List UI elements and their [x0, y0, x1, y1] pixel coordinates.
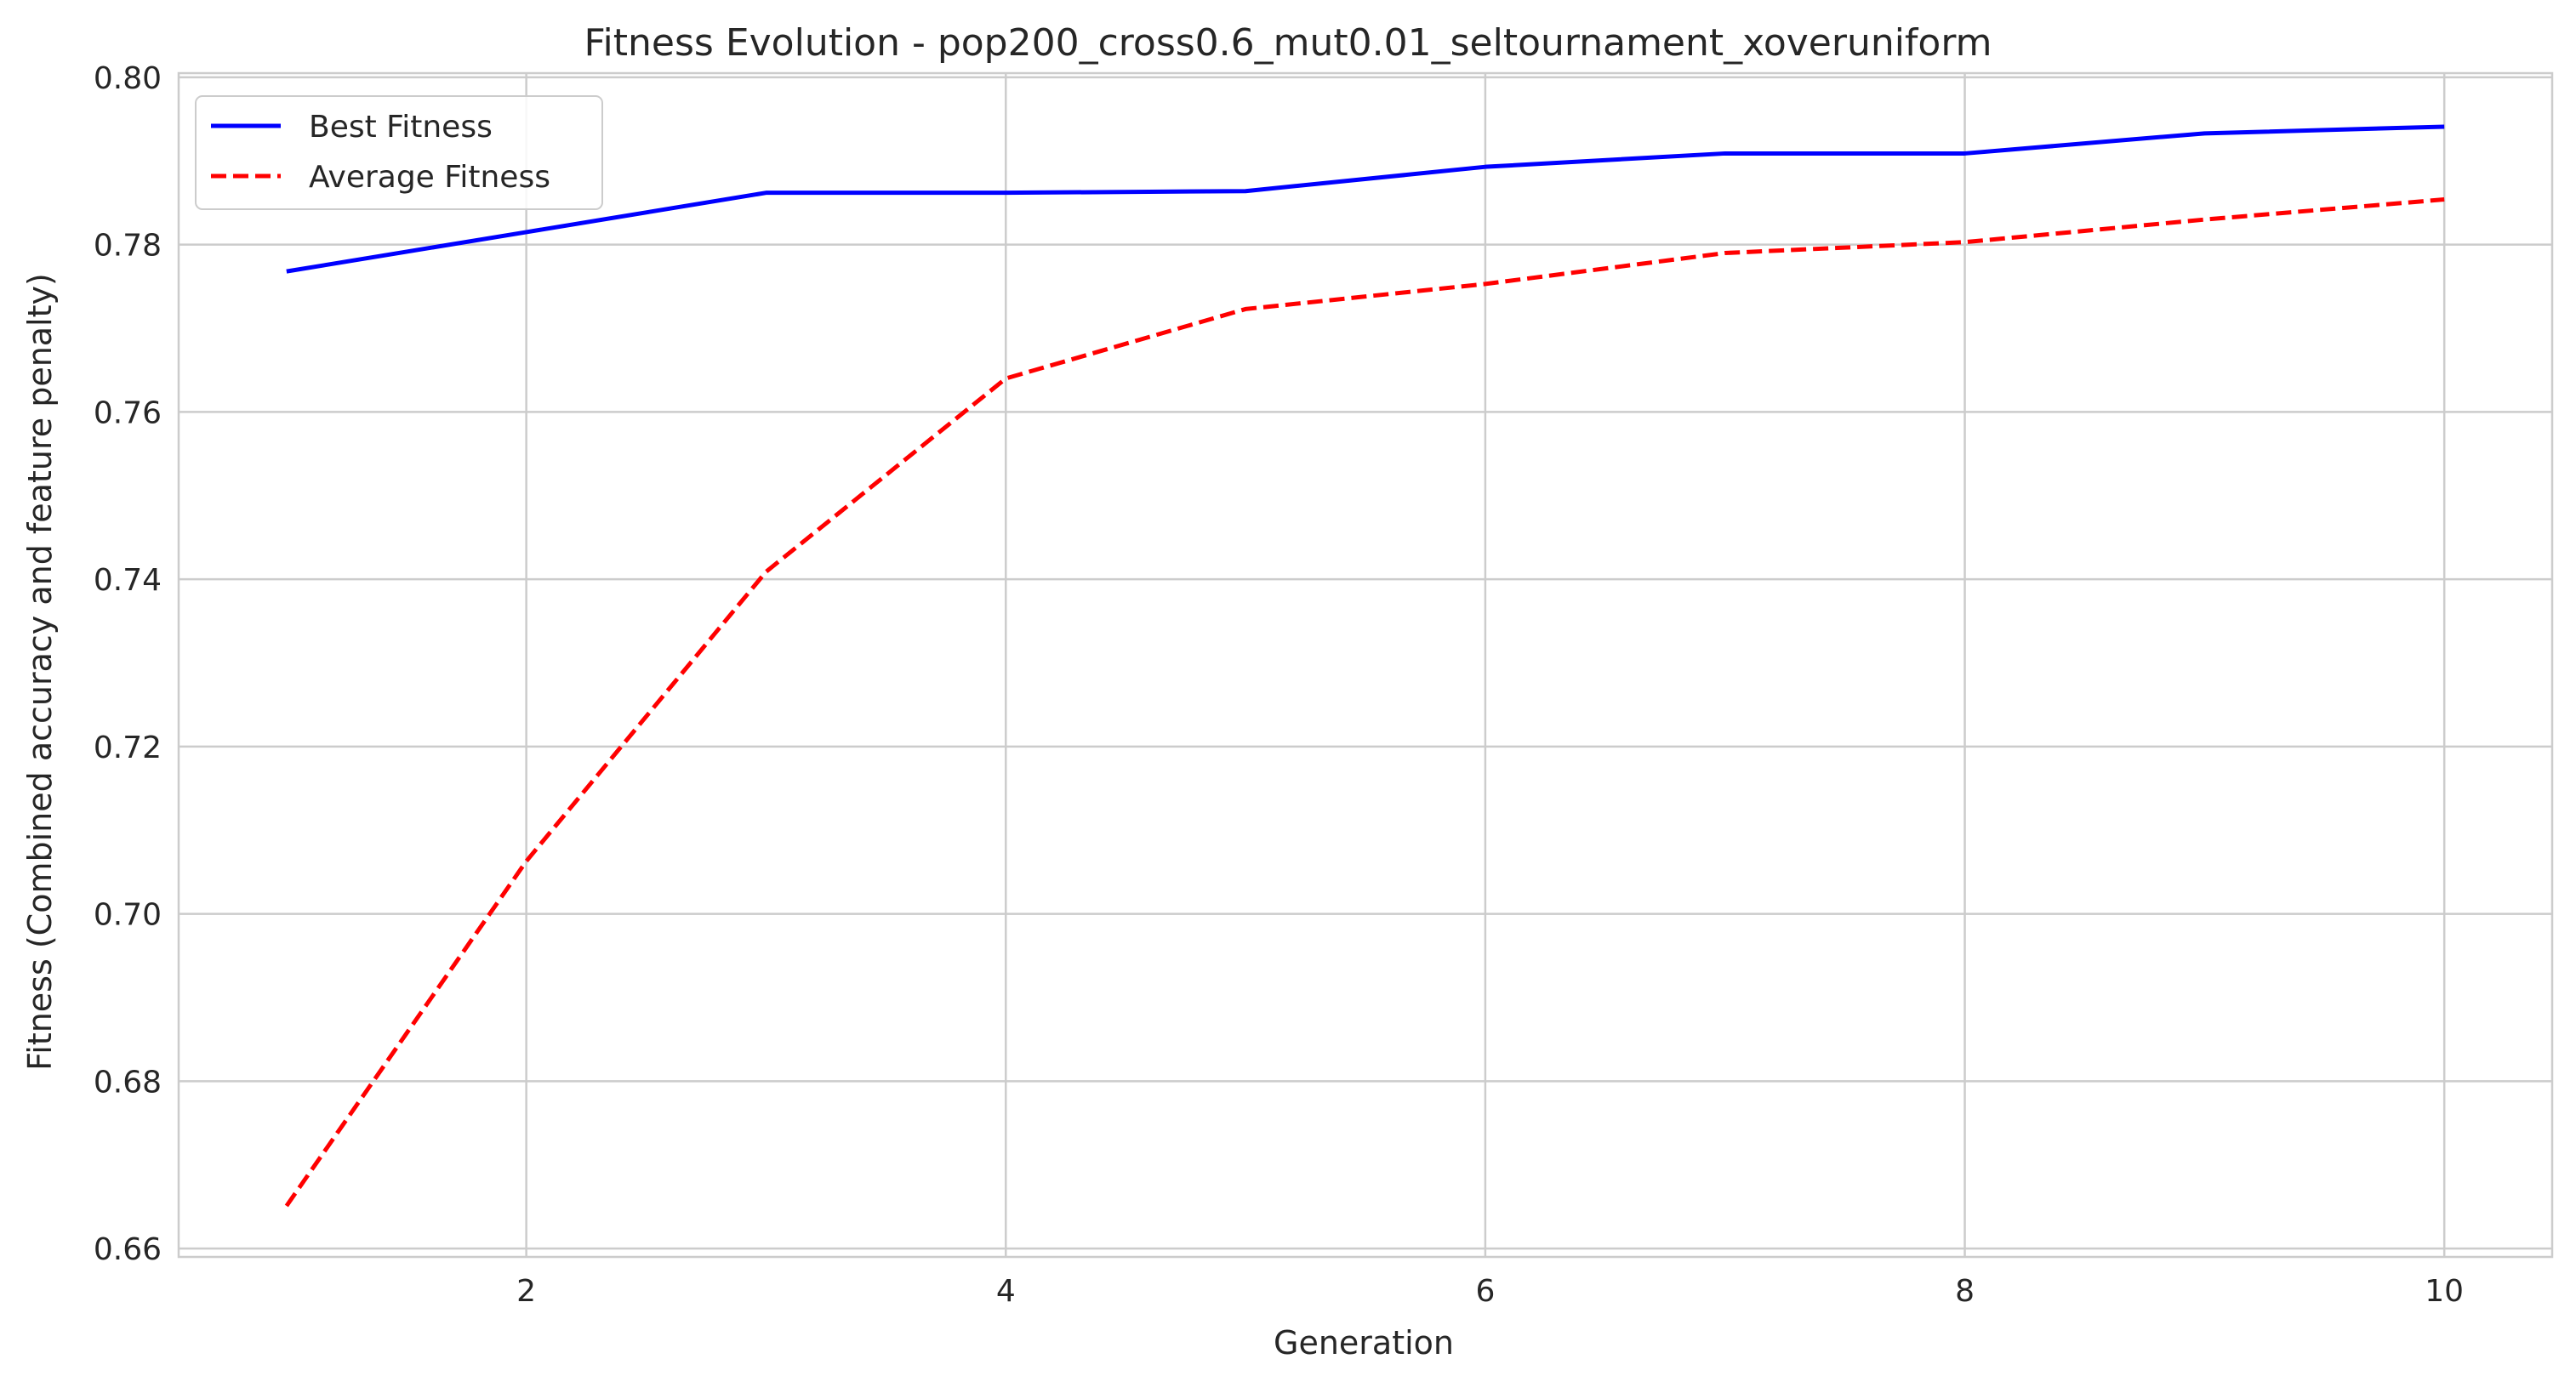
y-axis-label: Fitness (Combined accuracy and feature p…	[21, 273, 59, 1071]
y-tick-label: 0.70	[94, 898, 162, 933]
chart-title: Fitness Evolution - pop200_cross0.6_mut0…	[584, 21, 1992, 65]
x-tick-label: 8	[1955, 1274, 1975, 1309]
x-tick-label: 10	[2425, 1274, 2464, 1309]
x-tick-label: 4	[996, 1274, 1016, 1309]
y-tick-label: 0.72	[94, 731, 162, 765]
y-tick-label: 0.74	[94, 563, 162, 598]
y-tick-label: 0.68	[94, 1065, 162, 1100]
x-axis-label: Generation	[1274, 1324, 1454, 1362]
plot-area	[179, 73, 2552, 1257]
y-tick-label: 0.66	[94, 1232, 162, 1267]
x-tick-label: 6	[1475, 1274, 1495, 1309]
legend: Best Fitness Average Fitness	[196, 96, 602, 209]
legend-label-best-fitness: Best Fitness	[309, 110, 493, 145]
y-tick-label: 0.78	[94, 229, 162, 264]
x-tick-label: 2	[516, 1274, 536, 1309]
y-tick-label: 0.76	[94, 395, 162, 430]
legend-label-average-fitness: Average Fitness	[309, 160, 550, 195]
y-tick-label: 0.80	[94, 61, 162, 96]
